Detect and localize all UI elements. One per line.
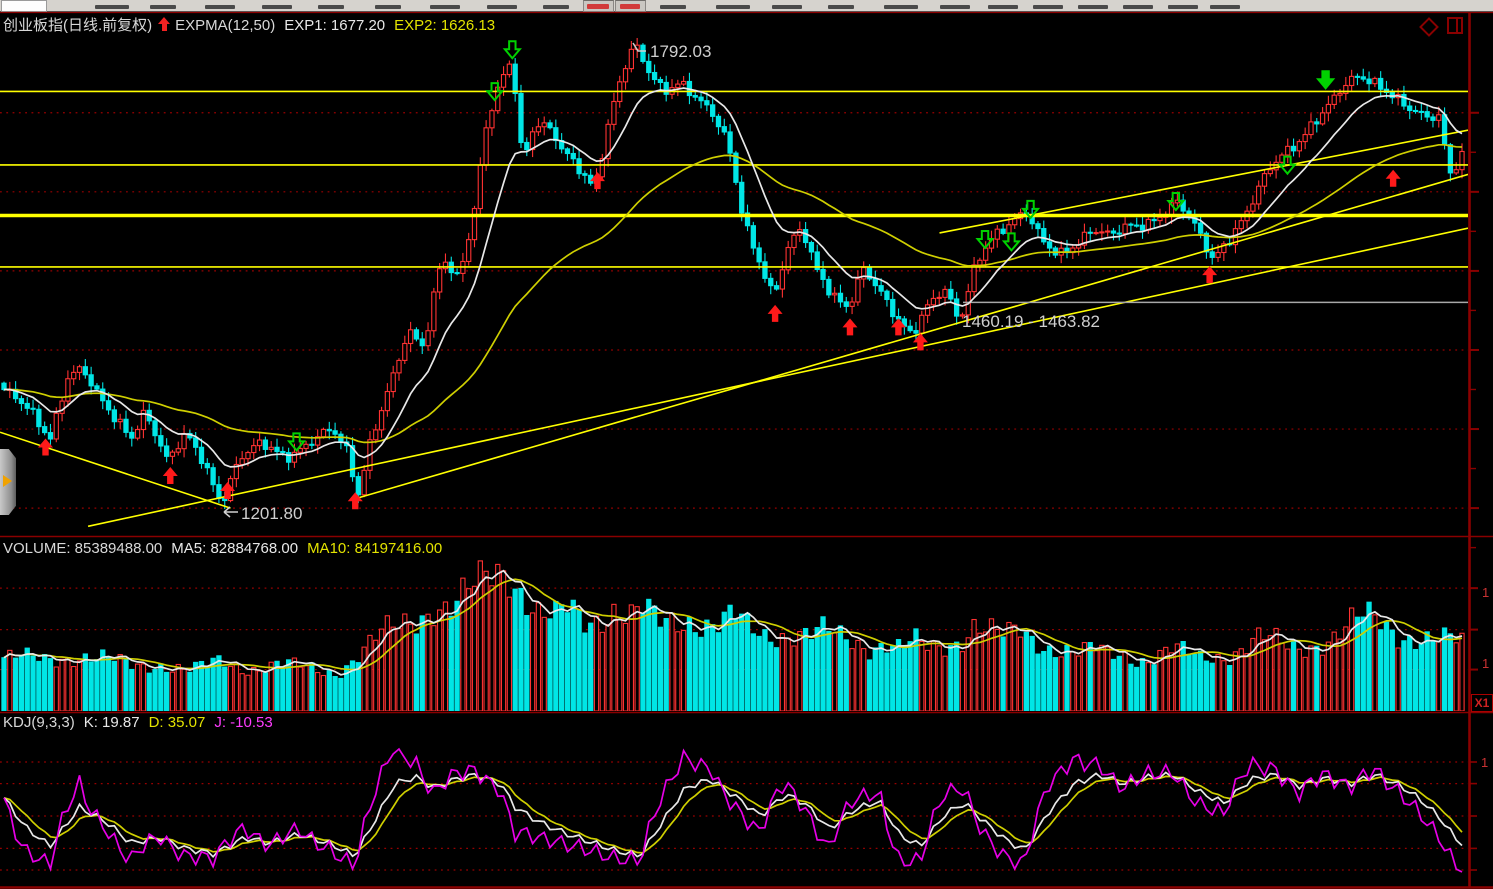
volume-scale-label[interactable]: X1 (1471, 694, 1493, 712)
volume-ma10-value: MA10: 84197416.00 (307, 540, 443, 557)
quote-box-change (615, 0, 646, 12)
volume-value: VOLUME: 85389488.00 (3, 540, 163, 557)
quote-change-clipped (620, 4, 640, 9)
indicator-name[interactable]: EXPMA(12,50) (175, 17, 276, 34)
axis-label-clipped: 1 (1482, 585, 1490, 600)
drawn-lines-layer[interactable] (0, 90, 1468, 528)
volume-ma5-value: MA5: 82884768.00 (171, 540, 299, 557)
low-annotation-arrow (223, 506, 238, 518)
high-annotation: 1792.03 (650, 42, 711, 61)
main-pane-header: 创业板指(日线.前复权) EXPMA(12,50) EXP1: 1677.20 EXP… (3, 14, 495, 35)
quote-box-price (583, 0, 614, 12)
signal-arrows-layer (38, 40, 1401, 510)
menu-input-box[interactable] (1, 0, 47, 12)
symbol-title: 创业板指(日线.前复权) (3, 17, 153, 34)
expand-arrow-icon (3, 475, 12, 487)
annotations-layer: 1792.03 1201.80 1460.19 - 1463.82 (223, 42, 1100, 523)
gap-annotation: 1460.19 - 1463.82 (962, 312, 1100, 331)
quote-price-clipped (587, 4, 609, 9)
kdj-indicator-name[interactable]: KDJ(9,3,3) (3, 714, 75, 731)
split-window-icon[interactable] (1447, 17, 1463, 34)
expma-up-arrow-icon (158, 17, 171, 31)
high-annotation-leader (632, 42, 646, 52)
axis-label-clipped: 1 (1481, 755, 1489, 770)
kdj-k-value: K: 19.87 (83, 714, 140, 731)
kdj-j-value: J: -10.53 (214, 714, 273, 731)
candles-layer (1, 37, 1465, 510)
menu-bar[interactable] (0, 0, 1493, 12)
exp1-value: EXP1: 1677.20 (284, 17, 386, 34)
volume-layer (1, 560, 1465, 711)
kdj-d-value: D: 35.07 (148, 714, 206, 731)
left-panel-expander[interactable] (0, 449, 16, 515)
kdj-layer (3, 747, 1463, 873)
volume-pane-header: VOLUME: 85389488.00 MA5: 82884768.00 MA10:… (3, 540, 442, 557)
exp2-value: EXP2: 1626.13 (394, 17, 496, 34)
axis-label-clipped: 1 (1482, 656, 1490, 671)
expma-lines-layer (4, 87, 1463, 468)
kdj-pane-header: KDJ(9,3,3) K: 19.87 D: 35.07 J: -10.53 (3, 714, 273, 731)
low-annotation: 1201.80 (241, 504, 302, 523)
borders-layer (0, 11, 1493, 889)
